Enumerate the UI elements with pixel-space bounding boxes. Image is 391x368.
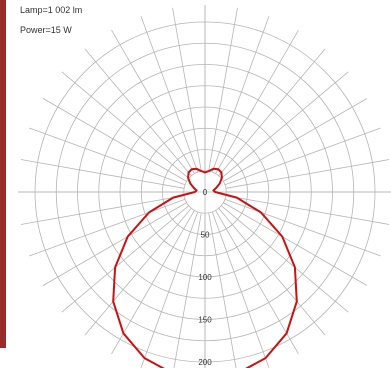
grid-spoke xyxy=(208,212,237,368)
grid-spoke xyxy=(173,212,202,368)
grid-spoke xyxy=(211,211,270,368)
accent-bar xyxy=(0,0,6,348)
grid-spoke xyxy=(208,7,238,172)
power-label: Power=15 W xyxy=(20,25,72,35)
grid-spoke xyxy=(111,29,195,174)
grid-spoke xyxy=(84,208,192,336)
grid-spoke xyxy=(111,210,195,355)
grid-spoke xyxy=(140,211,199,368)
grid-spoke xyxy=(211,16,270,173)
grid-spoke xyxy=(29,198,186,257)
grid-spoke xyxy=(20,195,185,225)
intensity-curve xyxy=(112,167,298,368)
grid-spoke xyxy=(223,202,368,286)
grid-spoke xyxy=(223,98,368,182)
radial-tick-label: 100 xyxy=(198,273,212,282)
grid-spoke xyxy=(218,48,326,176)
lamp-flux-label: Lamp=1 002 lm xyxy=(20,5,83,15)
grid-spoke xyxy=(84,48,192,176)
grid-spoke xyxy=(140,16,199,173)
grid-spoke xyxy=(42,202,187,286)
grid-spoke xyxy=(61,205,189,313)
grid-spoke xyxy=(225,195,390,225)
grid-spoke xyxy=(20,159,185,189)
radial-tick-label: 50 xyxy=(201,231,210,240)
grid-spoke xyxy=(215,29,299,174)
grid-spoke xyxy=(221,71,349,179)
grid-spoke xyxy=(225,159,390,189)
grid-spoke xyxy=(218,208,326,336)
grid-spoke xyxy=(42,98,187,182)
grid-spoke xyxy=(224,127,381,186)
grid-spoke xyxy=(29,127,186,186)
grid-spoke xyxy=(172,7,202,172)
grid-spoke xyxy=(215,210,299,355)
grid-spoke xyxy=(221,205,349,313)
radial-tick-label: 150 xyxy=(198,316,212,325)
grid-spoke xyxy=(224,198,381,257)
radial-tick-label: 0 xyxy=(203,188,208,197)
grid-spoke xyxy=(61,71,189,179)
radial-tick-label: 200 xyxy=(198,358,212,367)
